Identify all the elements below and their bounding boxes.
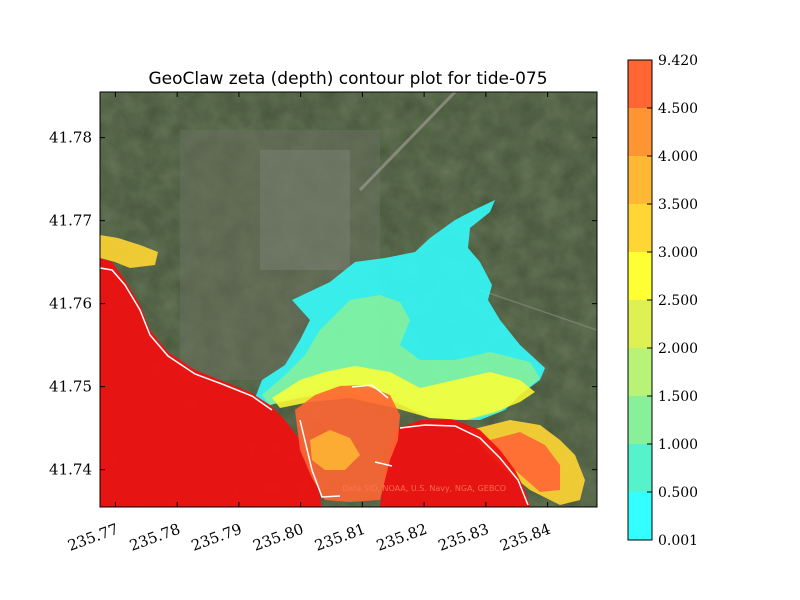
chart-title: GeoClaw zeta (depth) contour plot for ti… [148,69,547,89]
colorbar-label: 3.000 [658,245,698,261]
y-axis: 41.74 41.75 41.76 41.77 41.78 [49,129,597,479]
depth-contours [100,200,585,507]
y-tick-label: 41.77 [49,212,92,230]
colorbar: 0.001 0.500 1.000 1.500 2.000 2.500 3.000 3.500… [627,53,698,549]
colorbar-segment [628,396,652,444]
x-tick-label: 235.77 [65,520,120,555]
colorbar-segment [628,156,652,204]
x-tick-label: 235.80 [251,520,306,555]
colorbar-segment [628,252,652,300]
contour-right-shore-high [490,432,560,492]
colorbar-label: 1.500 [658,389,698,405]
colorbar-label: 9.420 [658,53,698,69]
colorbar-segment [628,492,652,540]
colorbar-segment [628,60,652,108]
x-tick-label: 235.79 [189,520,244,555]
y-tick-label: 41.78 [49,129,92,147]
x-tick-label: 235.83 [436,520,491,555]
colorbar-label: 0.500 [658,485,698,501]
colorbar-segment [628,444,652,492]
plot-area: Data SIO, NOAA, U.S. Navy, NGA, GEBCO [100,92,597,507]
contour-level-5 [272,366,535,420]
y-tick-label: 41.75 [49,378,92,396]
colorbar-label: 0.001 [658,533,698,549]
colorbar-segment [628,204,652,252]
shoreline [100,267,529,506]
colorbar-segment [628,300,652,348]
colorbar-segment [628,108,652,156]
axes-frame [99,91,598,508]
contour-ocean [100,258,322,507]
colorbar-label: 2.000 [658,341,698,357]
contour-ocean-east [380,420,530,507]
map-attribution: Data SIO, NOAA, U.S. Navy, NGA, GEBCO [342,484,506,493]
x-tick-label: 235.78 [127,520,182,555]
colorbar-label: 4.000 [658,149,698,165]
x-tick-label: 235.82 [374,520,429,555]
colorbar-label: 2.500 [658,293,698,309]
colorbar-label: 1.000 [658,437,698,453]
x-tick-label: 235.84 [497,520,552,555]
colorbar-label: 3.500 [658,197,698,213]
contour-harbor-inner [310,430,360,470]
y-tick-label: 41.74 [49,461,92,479]
x-tick-label: 235.81 [312,520,367,555]
contour-left-shore [100,235,158,268]
colorbar-segment [628,348,652,396]
colorbar-label: 4.500 [658,101,698,117]
y-tick-label: 41.76 [49,295,92,313]
